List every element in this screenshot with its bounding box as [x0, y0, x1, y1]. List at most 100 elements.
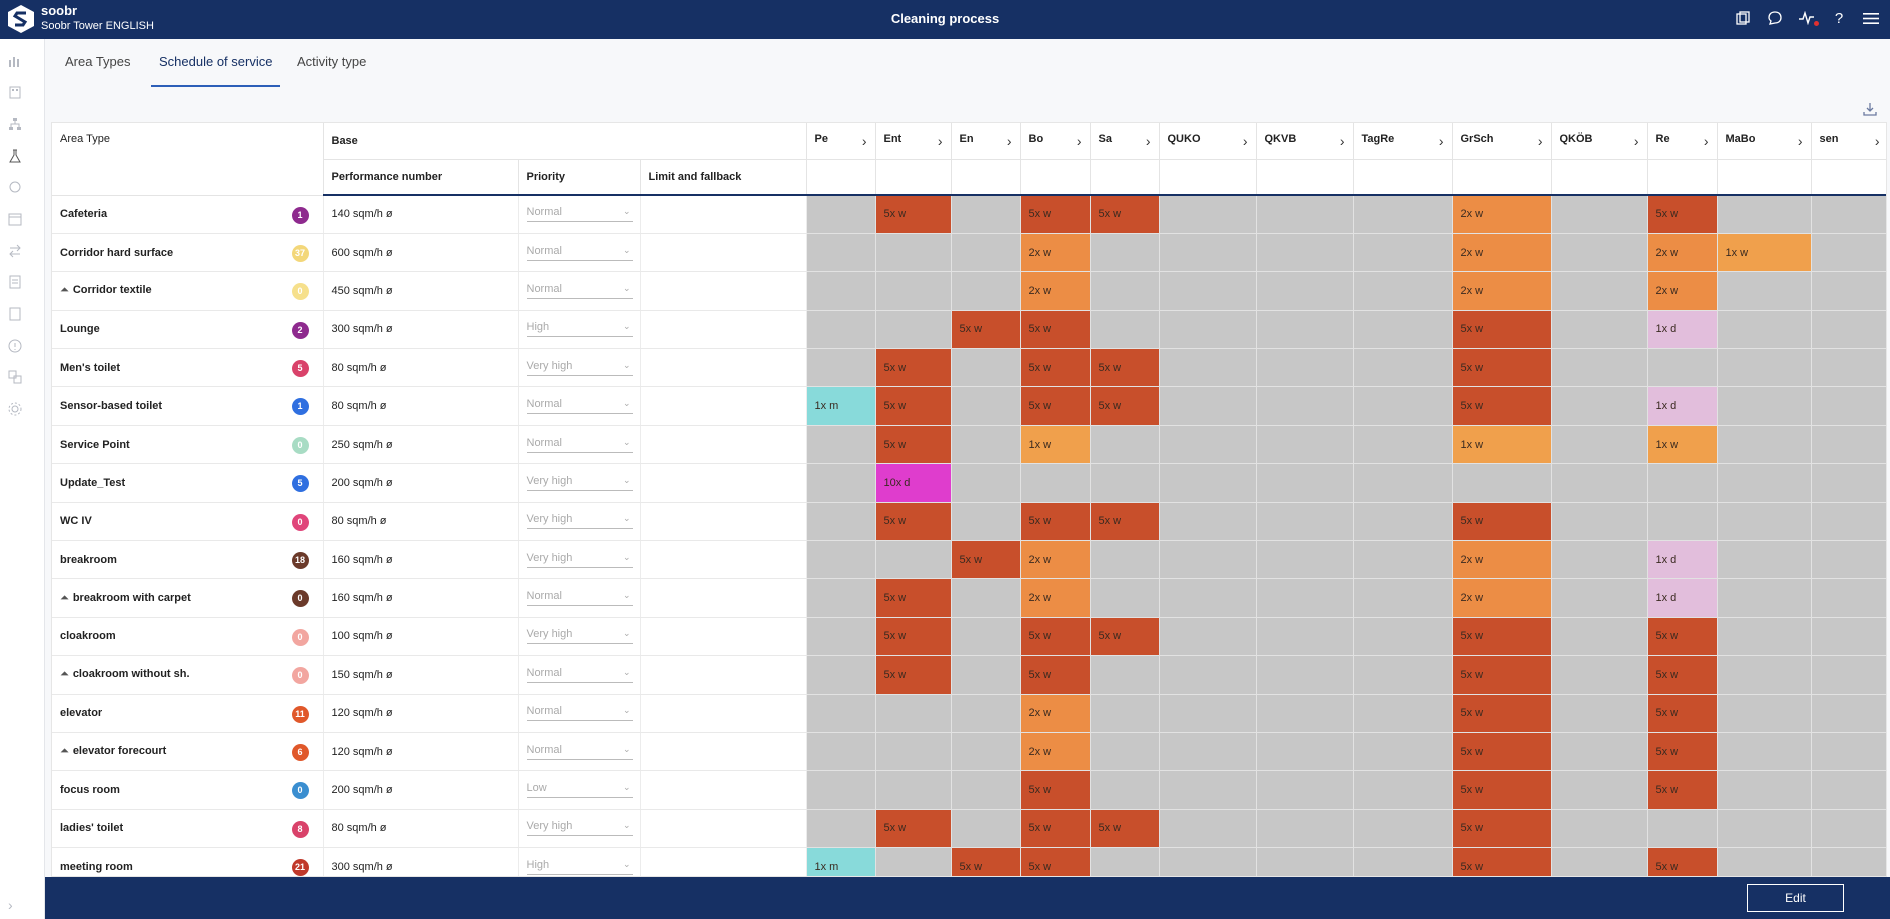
schedule-cell[interactable]: 1x m — [806, 847, 876, 876]
schedule-cell[interactable] — [1256, 195, 1354, 234]
schedule-cell[interactable] — [1159, 809, 1257, 849]
schedule-cell[interactable] — [951, 732, 1021, 772]
chevron-right-icon[interactable]: › — [1242, 132, 1248, 149]
schedule-cell[interactable]: 2x w — [1452, 540, 1552, 580]
activity-column-header[interactable]: MaBo › — [1717, 123, 1812, 160]
schedule-cell[interactable] — [1647, 809, 1718, 849]
schedule-cell[interactable] — [806, 425, 876, 465]
priority-select[interactable]: Normal ⌄ — [526, 705, 633, 722]
schedule-cell[interactable] — [1551, 310, 1648, 350]
activity-column-header[interactable]: Sa › — [1090, 123, 1160, 160]
table-row[interactable]: Service Point 0 250 sqm/h ø Normal ⌄ 5x w 1x w… — [52, 425, 1886, 465]
performance-number[interactable]: 450 sqm/h ø — [323, 271, 519, 311]
schedule-cell[interactable] — [951, 195, 1021, 234]
priority-select[interactable]: Normal ⌄ — [526, 667, 633, 683]
schedule-cell[interactable]: 2x w — [1452, 578, 1552, 618]
schedule-cell[interactable] — [1811, 425, 1886, 465]
chevron-right-icon[interactable]: › — [1874, 132, 1880, 149]
schedule-cell[interactable]: 2x w — [1647, 271, 1718, 311]
schedule-cell[interactable]: 5x w — [1090, 195, 1160, 234]
schedule-cell[interactable] — [1717, 502, 1812, 542]
schedule-cell[interactable]: 1x w — [1452, 425, 1552, 465]
schedule-cell[interactable] — [1647, 463, 1718, 503]
activity-column-header[interactable]: En › — [951, 123, 1021, 160]
schedule-cell[interactable] — [1090, 271, 1160, 311]
schedule-cell[interactable] — [1551, 233, 1648, 273]
schedule-cell[interactable] — [1353, 271, 1453, 311]
soobr-logo[interactable] — [6, 4, 36, 34]
document-icon[interactable] — [6, 305, 24, 323]
limit-fallback-cell[interactable] — [640, 732, 807, 772]
schedule-cell[interactable] — [1159, 195, 1257, 234]
schedule-cell[interactable] — [1159, 425, 1257, 465]
schedule-cell[interactable] — [1717, 310, 1812, 350]
table-row[interactable]: Update_Test 5 200 sqm/h ø Very high ⌄ 10x d — [52, 463, 1886, 503]
schedule-cell[interactable] — [1551, 694, 1648, 733]
schedule-cell[interactable] — [1551, 655, 1648, 695]
chevron-right-icon[interactable]: › — [1076, 132, 1082, 149]
schedule-cell[interactable] — [1353, 425, 1453, 465]
area-type-cell[interactable]: breakroom 18 — [52, 540, 324, 580]
priority-select[interactable]: Normal ⌄ — [526, 437, 633, 453]
transfer-icon[interactable] — [6, 242, 24, 260]
schedule-cell[interactable] — [1811, 847, 1886, 876]
schedule-cell[interactable] — [1452, 463, 1552, 503]
schedule-cell[interactable] — [1811, 617, 1886, 657]
schedule-cell[interactable]: 5x w — [1090, 386, 1160, 426]
schedule-cell[interactable] — [1090, 578, 1160, 618]
performance-number[interactable]: 160 sqm/h ø — [323, 578, 519, 618]
schedule-cell[interactable] — [1256, 386, 1354, 426]
schedule-cell[interactable] — [1647, 502, 1718, 542]
schedule-cell[interactable] — [951, 770, 1021, 810]
schedule-cell[interactable] — [1353, 617, 1453, 657]
chevron-right-icon[interactable]: › — [1006, 132, 1012, 149]
schedule-cell[interactable] — [1811, 348, 1886, 388]
schedule-cell[interactable] — [1717, 386, 1812, 426]
table-row[interactable]: Corridor hard surface 37 600 sqm/h ø Normal… — [52, 233, 1886, 273]
schedule-cell[interactable] — [1717, 847, 1812, 876]
chevron-right-icon[interactable]: › — [1797, 132, 1803, 149]
schedule-cell[interactable] — [951, 578, 1021, 618]
schedule-cell[interactable]: 5x w — [1452, 847, 1552, 876]
edit-button[interactable]: Edit — [1747, 884, 1844, 912]
schedule-cell[interactable] — [1717, 655, 1812, 695]
schedule-cell[interactable]: 2x w — [1452, 271, 1552, 311]
schedule-cell[interactable]: 5x w — [875, 348, 952, 388]
schedule-cell[interactable] — [806, 732, 876, 772]
schedule-cell[interactable]: 2x w — [1452, 233, 1552, 273]
schedule-cell[interactable] — [1811, 578, 1886, 618]
schedule-cell[interactable]: 2x w — [1020, 233, 1091, 273]
schedule-cell[interactable] — [806, 310, 876, 350]
schedule-cell[interactable] — [951, 463, 1021, 503]
schedule-cell[interactable] — [1811, 732, 1886, 772]
hierarchy-icon[interactable] — [6, 115, 24, 133]
schedule-cell[interactable] — [951, 809, 1021, 849]
schedule-cell[interactable] — [875, 847, 952, 876]
schedule-cell[interactable]: 5x w — [1452, 694, 1552, 733]
chevron-right-icon[interactable]: › — [1537, 132, 1543, 149]
schedule-cell[interactable] — [1256, 463, 1354, 503]
schedule-cell[interactable] — [951, 655, 1021, 695]
schedule-cell[interactable]: 5x w — [1647, 770, 1718, 810]
schedule-cell[interactable] — [1353, 655, 1453, 695]
schedule-cell[interactable] — [1159, 655, 1257, 695]
schedule-cell[interactable] — [875, 770, 952, 810]
schedule-cell[interactable]: 5x w — [875, 502, 952, 542]
schedule-cell[interactable] — [1811, 386, 1886, 426]
schedule-cell[interactable] — [1159, 770, 1257, 810]
table-row[interactable]: breakroom 18 160 sqm/h ø Very high ⌄ 5x w 2x w… — [52, 540, 1886, 580]
schedule-cell[interactable]: 5x w — [1647, 847, 1718, 876]
schedule-cell[interactable] — [806, 540, 876, 580]
schedule-cell[interactable] — [951, 694, 1021, 733]
priority-select[interactable]: Very high ⌄ — [526, 820, 633, 837]
info-icon[interactable] — [6, 337, 24, 355]
schedule-cell[interactable]: 5x w — [951, 540, 1021, 580]
menu-icon[interactable] — [1862, 9, 1880, 27]
performance-number[interactable]: 300 sqm/h ø — [323, 847, 519, 876]
sync-icon[interactable] — [6, 178, 24, 196]
performance-number[interactable]: 140 sqm/h ø — [323, 195, 519, 234]
schedule-cell[interactable] — [1353, 578, 1453, 618]
schedule-cell[interactable] — [806, 655, 876, 695]
